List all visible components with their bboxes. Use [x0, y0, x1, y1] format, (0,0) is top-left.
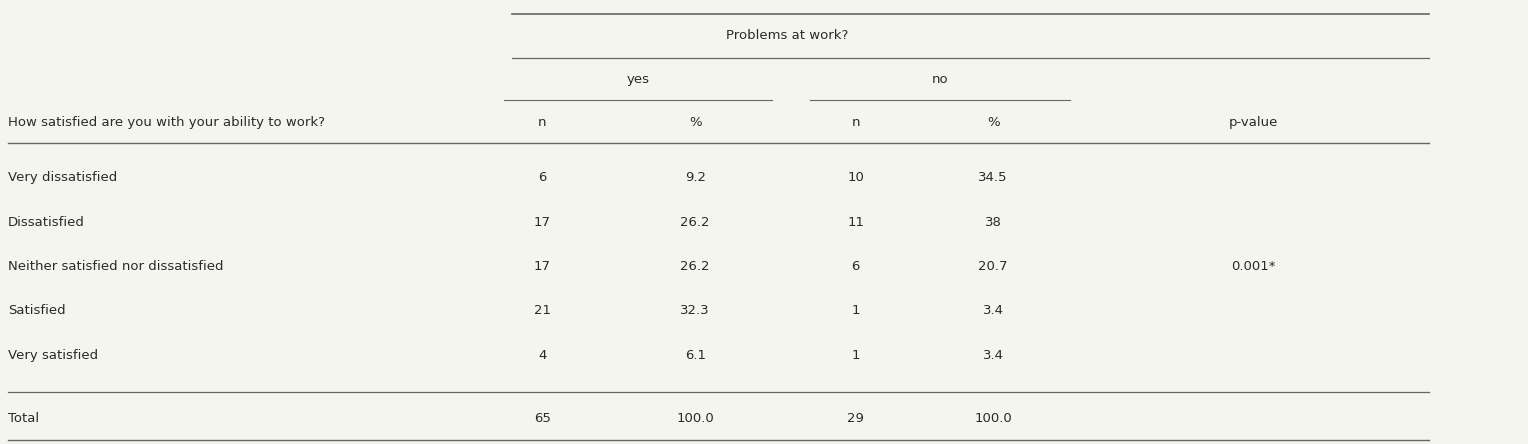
Text: 1: 1: [851, 349, 860, 362]
Text: 9.2: 9.2: [685, 171, 706, 184]
Text: %: %: [689, 115, 701, 129]
Text: 65: 65: [533, 412, 552, 425]
Text: 100.0: 100.0: [677, 412, 714, 425]
Text: 6.1: 6.1: [685, 349, 706, 362]
Text: 26.2: 26.2: [680, 215, 711, 229]
Text: Very satisfied: Very satisfied: [8, 349, 98, 362]
Text: no: no: [932, 73, 947, 87]
Text: n: n: [538, 115, 547, 129]
Text: 100.0: 100.0: [975, 412, 1012, 425]
Text: How satisfied are you with your ability to work?: How satisfied are you with your ability …: [8, 115, 324, 129]
Text: 20.7: 20.7: [978, 260, 1008, 273]
Text: %: %: [987, 115, 999, 129]
Text: 17: 17: [533, 260, 552, 273]
Text: 11: 11: [847, 215, 865, 229]
Text: 6: 6: [538, 171, 547, 184]
Text: 3.4: 3.4: [983, 304, 1004, 317]
Text: yes: yes: [626, 73, 649, 87]
Text: 21: 21: [533, 304, 552, 317]
Text: 3.4: 3.4: [983, 349, 1004, 362]
Text: 32.3: 32.3: [680, 304, 711, 317]
Text: Very dissatisfied: Very dissatisfied: [8, 171, 116, 184]
Text: 38: 38: [984, 215, 1002, 229]
Text: Dissatisfied: Dissatisfied: [8, 215, 84, 229]
Text: Neither satisfied nor dissatisfied: Neither satisfied nor dissatisfied: [8, 260, 223, 273]
Text: Problems at work?: Problems at work?: [726, 29, 848, 42]
Text: 29: 29: [847, 412, 865, 425]
Text: 10: 10: [847, 171, 865, 184]
Text: Satisfied: Satisfied: [8, 304, 66, 317]
Text: 1: 1: [851, 304, 860, 317]
Text: p-value: p-value: [1229, 115, 1277, 129]
Text: n: n: [851, 115, 860, 129]
Text: 0.001*: 0.001*: [1230, 260, 1276, 273]
Text: Total: Total: [8, 412, 38, 425]
Text: 26.2: 26.2: [680, 260, 711, 273]
Text: 6: 6: [851, 260, 860, 273]
Text: 17: 17: [533, 215, 552, 229]
Text: 4: 4: [538, 349, 547, 362]
Text: 34.5: 34.5: [978, 171, 1008, 184]
